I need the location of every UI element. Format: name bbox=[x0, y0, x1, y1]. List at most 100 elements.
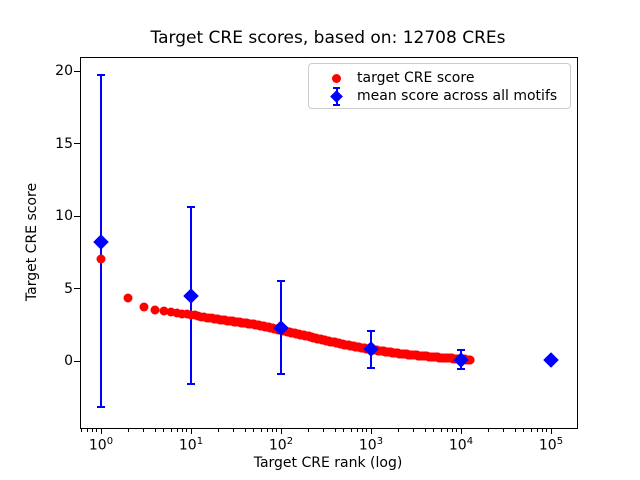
x-axis-tick-exponent: 4 bbox=[466, 436, 474, 447]
x-axis-minor-tick bbox=[307, 428, 309, 432]
data-point-target-cre bbox=[465, 355, 475, 365]
x-axis-minor-tick bbox=[361, 428, 363, 432]
y-axis-tick-label: 0 bbox=[64, 353, 73, 369]
x-axis-minor-tick bbox=[80, 428, 82, 432]
y-axis-tick-label: 20 bbox=[55, 63, 73, 79]
x-axis-major-tick bbox=[280, 428, 282, 434]
x-axis-minor-tick bbox=[127, 428, 129, 432]
x-axis-minor-tick bbox=[503, 428, 505, 432]
x-axis-minor-tick bbox=[266, 428, 268, 432]
x-axis-minor-tick bbox=[536, 428, 538, 432]
errorbar-cap-bottom bbox=[97, 406, 105, 409]
x-axis-minor-tick bbox=[350, 428, 352, 432]
x-axis-minor-tick bbox=[456, 428, 458, 432]
x-axis-minor-tick bbox=[446, 428, 448, 432]
x-axis-minor-tick bbox=[271, 428, 273, 432]
x-axis-minor-tick bbox=[356, 428, 358, 432]
legend-label-target: target CRE score bbox=[357, 70, 475, 86]
data-point-target-cre bbox=[166, 307, 176, 317]
x-axis-minor-tick bbox=[323, 428, 325, 432]
x-axis-major-tick bbox=[100, 428, 102, 434]
y-axis-tick-label: 5 bbox=[64, 280, 73, 297]
x-axis-minor-tick bbox=[233, 428, 235, 432]
x-axis-tick-exponent: 0 bbox=[106, 436, 114, 447]
x-axis-major-tick bbox=[550, 428, 552, 434]
x-axis-tick-label: 100 bbox=[88, 436, 114, 454]
x-axis-minor-tick bbox=[541, 428, 543, 432]
x-axis-minor-tick bbox=[451, 428, 453, 432]
legend-errorbar-cap bbox=[333, 104, 340, 106]
legend-label-mean: mean score across all motifs bbox=[357, 88, 558, 104]
x-axis-minor-tick bbox=[397, 428, 399, 432]
x-axis-minor-tick bbox=[244, 428, 246, 432]
x-axis-minor-tick bbox=[413, 428, 415, 432]
legend-item-target: target CRE score bbox=[309, 69, 570, 88]
x-axis-minor-tick bbox=[91, 428, 93, 432]
legend-item-mean: mean score across all motifs bbox=[309, 87, 570, 106]
x-axis-minor-tick bbox=[86, 428, 88, 432]
errorbar-cap-top bbox=[457, 349, 465, 352]
x-axis-minor-tick bbox=[334, 428, 336, 432]
x-axis-major-tick bbox=[370, 428, 372, 434]
errorbar-cap-bottom bbox=[277, 373, 285, 376]
blue-diamond-glyph bbox=[330, 90, 343, 103]
data-point-target-cre bbox=[139, 302, 149, 312]
data-point-target-cre bbox=[172, 308, 182, 318]
x-axis-minor-tick bbox=[176, 428, 178, 432]
red-dot-icon bbox=[321, 69, 351, 88]
data-point-target-cre bbox=[123, 293, 133, 303]
x-axis-major-tick bbox=[190, 428, 192, 434]
x-axis-minor-tick bbox=[487, 428, 489, 432]
y-axis-tick bbox=[74, 70, 80, 72]
x-axis-minor-tick bbox=[424, 428, 426, 432]
y-axis-label: Target CRE score bbox=[24, 182, 40, 302]
errorbar-cap-top bbox=[277, 280, 285, 283]
x-axis-minor-tick bbox=[181, 428, 183, 432]
errorbar-cap-bottom bbox=[367, 366, 375, 369]
red-dot-glyph bbox=[332, 74, 341, 83]
data-point-target-cre bbox=[177, 309, 187, 319]
data-point-mean-score bbox=[93, 234, 109, 250]
data-point-mean-score bbox=[183, 287, 199, 304]
x-axis-minor-tick bbox=[530, 428, 532, 432]
y-axis-tick bbox=[74, 288, 80, 289]
x-axis-minor-tick bbox=[154, 428, 156, 432]
errorbar-cap-top bbox=[187, 206, 195, 209]
x-axis-minor-tick bbox=[366, 428, 368, 432]
x-axis-major-tick bbox=[460, 428, 462, 434]
x-axis-minor-tick bbox=[440, 428, 442, 432]
x-axis-minor-tick bbox=[186, 428, 188, 432]
data-point-target-cre bbox=[96, 254, 106, 264]
y-axis-tick-label: 15 bbox=[55, 135, 73, 152]
x-axis-tick-exponent: 1 bbox=[196, 436, 204, 447]
plot-area: 100 101 102 103 104 105 0 5 10 15 20 bbox=[55, 57, 578, 454]
x-axis-tick-label: 103 bbox=[358, 436, 384, 454]
x-axis-minor-tick bbox=[546, 428, 548, 432]
data-point-mean-score bbox=[543, 352, 559, 369]
x-axis-minor-tick bbox=[170, 428, 172, 432]
chart-title: Target CRE scores, based on: 12708 CREs bbox=[150, 28, 506, 48]
x-axis-tick-exponent: 2 bbox=[286, 436, 294, 447]
legend-errorbar-cap bbox=[333, 87, 340, 89]
x-axis-tick-label: 101 bbox=[178, 436, 204, 454]
errorbar-cap-top bbox=[97, 74, 105, 77]
x-axis-minor-tick bbox=[523, 428, 525, 432]
legend: target CRE score mean score across all m… bbox=[308, 63, 571, 109]
y-axis-tick bbox=[74, 360, 80, 362]
x-axis-minor-tick bbox=[253, 428, 255, 432]
x-axis-minor-tick bbox=[433, 428, 435, 432]
data-point-target-cre bbox=[159, 306, 169, 316]
x-axis-tick-exponent: 5 bbox=[556, 436, 564, 447]
x-axis-tick-label: 102 bbox=[268, 436, 294, 454]
x-axis-tick-label: 105 bbox=[538, 436, 564, 454]
x-axis-minor-tick bbox=[343, 428, 345, 432]
data-point-target-cre bbox=[150, 305, 160, 315]
errorbar-cap-bottom bbox=[187, 383, 195, 386]
x-axis-minor-tick bbox=[96, 428, 98, 432]
x-axis-minor-tick bbox=[514, 428, 516, 432]
x-axis-tick-label: 104 bbox=[448, 436, 474, 454]
errorbar-cap-top bbox=[367, 329, 375, 332]
x-axis-label: Target CRE rank (log) bbox=[253, 455, 403, 471]
blue-diamond-errorbar-icon bbox=[321, 87, 351, 106]
